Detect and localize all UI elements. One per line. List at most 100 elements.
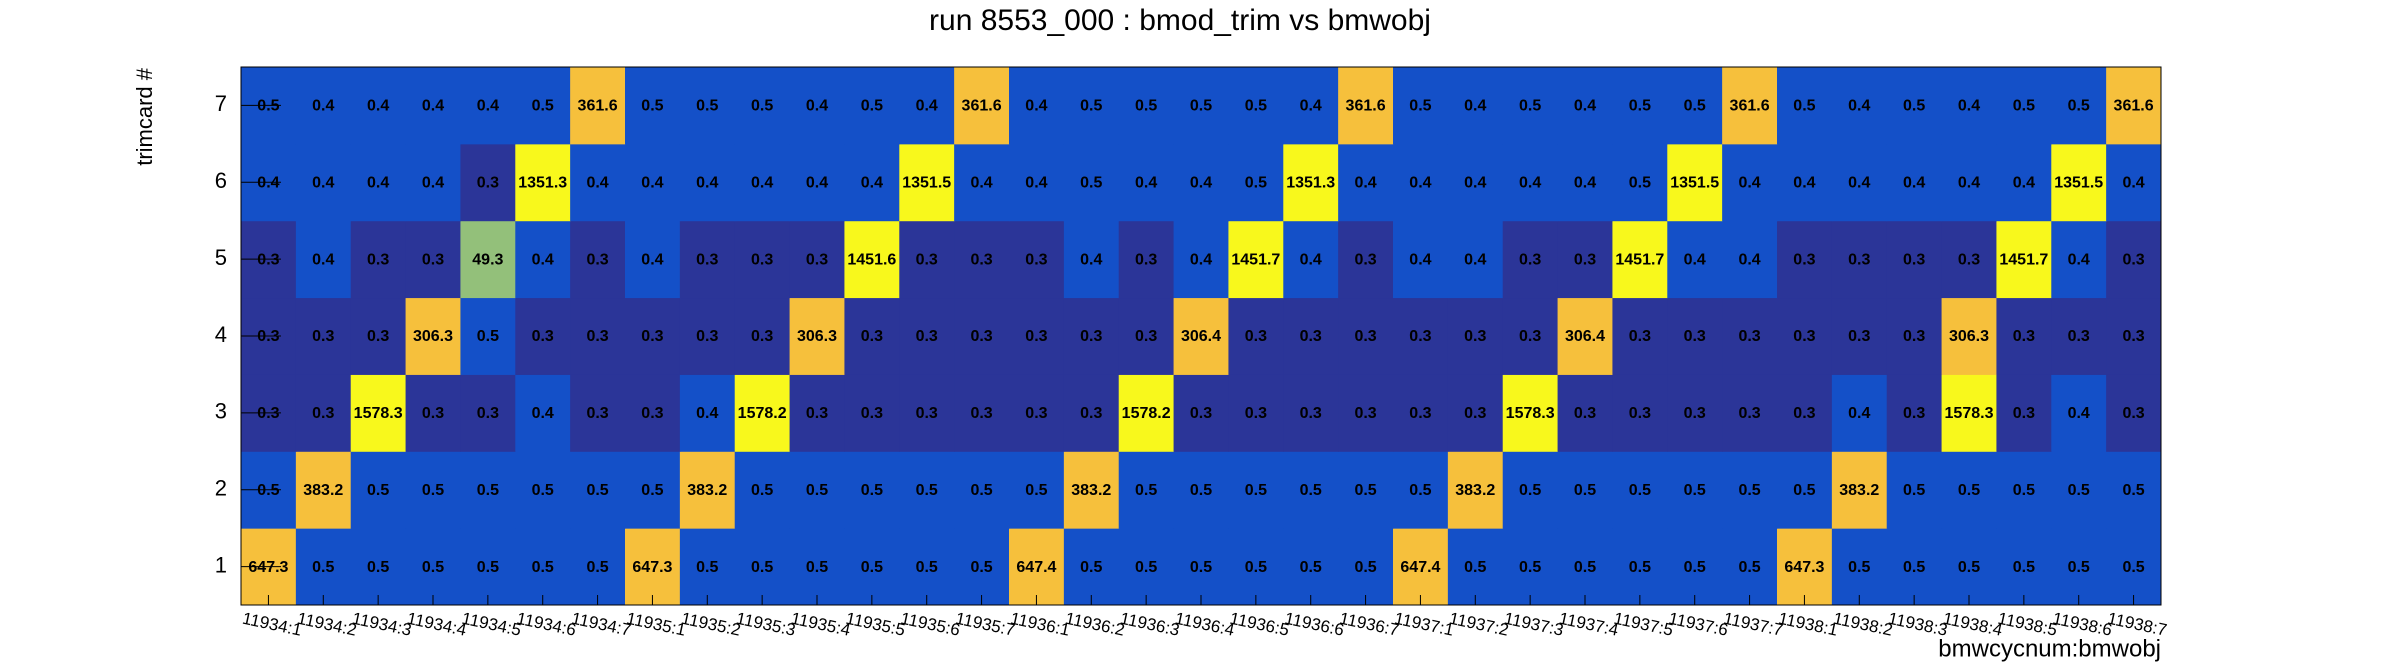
cell-label: 1451.6 [847,251,896,268]
cell-label: 0.5 [1245,559,1267,576]
heatmap-cell [1831,220,1888,299]
cell-label: 0.5 [1629,175,1651,192]
heatmap-cell [515,528,571,606]
heatmap-cell [1722,374,1778,452]
heatmap-cell [350,451,407,529]
cell-label: 0.3 [916,405,938,422]
x-tick-label: 11937:4 [1557,609,1620,640]
heatmap-cell [1283,67,1339,145]
heatmap-cell [625,143,681,222]
heatmap-cell [899,143,955,222]
cell-label: 0.3 [1245,328,1267,345]
y-tick-label: 4 [215,322,227,347]
cell-label: 0.5 [1519,559,1541,576]
heatmap-cell [460,374,516,452]
cell-label: 383.2 [303,482,343,499]
cell-label: 0.4 [2122,175,2144,192]
cell-label: 0.4 [1574,175,1596,192]
cell-label: 0.4 [1025,98,1047,115]
heatmap-cell [2106,67,2162,145]
cell-label: 0.5 [1135,482,1157,499]
cell-label: 0.4 [1738,251,1760,268]
heatmap-cell [405,67,461,145]
cell-label: 0.3 [1025,405,1047,422]
heatmap-cell [1063,297,1120,375]
cell-label: 0.4 [312,98,334,115]
heatmap-cell [789,143,845,222]
heatmap-cell [2106,220,2162,299]
cell-label: 0.5 [2013,98,2035,115]
cell-label: 0.4 [532,405,554,422]
cell-label: 1451.7 [1999,251,2048,268]
heatmap-cell [1777,451,1833,529]
x-tick-label: 11935:6 [899,609,962,640]
cell-label: 0.4 [1080,251,1102,268]
cell-label: 1351.5 [2054,175,2103,192]
heatmap-cell [1393,451,1449,529]
cell-label: 0.4 [861,175,883,192]
heatmap-cell [789,67,845,145]
cell-label: 0.5 [1738,559,1760,576]
heatmap-cell [405,374,461,452]
heatmap-cell [2051,220,2107,299]
heatmap-cell [625,220,681,299]
heatmap-cell [1667,143,1723,222]
heatmap-cell [1118,528,1175,606]
cell-label: 0.5 [1848,559,1870,576]
cell-label: 1451.7 [1231,251,1280,268]
x-tick-label: 11934:6 [515,609,578,640]
heatmap-cell [350,374,407,452]
cell-label: 0.3 [1903,328,1925,345]
x-tick-label: 11936:2 [1064,609,1127,640]
cell-label: 306.3 [1949,328,1989,345]
cell-label: 0.5 [1135,559,1157,576]
heatmap-cell [679,143,736,222]
cell-label: 0.5 [696,559,718,576]
cell-label: 0.3 [751,251,773,268]
cell-label: 0.5 [2013,559,2035,576]
cell-label: 0.3 [970,328,992,345]
cell-label: 0.5 [1190,559,1212,576]
cell-label: 0.5 [1464,559,1486,576]
cell-label: 0.3 [916,251,938,268]
cell-label: 0.3 [257,405,279,422]
cell-label: 0.3 [641,405,663,422]
y-tick-label: 3 [215,399,227,424]
cell-label: 0.3 [970,405,992,422]
x-tick-label: 11935:2 [680,609,743,640]
x-tick-label: 11935:5 [844,609,907,640]
heatmap-cell [1009,451,1065,529]
heatmap-cell [515,67,571,145]
heatmap-cell [460,143,516,222]
cell-label: 361.6 [2114,98,2154,115]
heatmap-cell [1886,374,1943,452]
heatmap-cell [2106,528,2162,606]
cell-label: 0.5 [970,482,992,499]
heatmap-cell [1283,451,1339,529]
heatmap-cell [2106,374,2162,452]
cell-label: 0.5 [2068,559,2090,576]
heatmap-cell [1173,451,1229,529]
cell-label: 0.5 [861,559,883,576]
cell-label: 0.5 [2068,98,2090,115]
cell-label: 0.3 [586,328,608,345]
heatmap-cell [1612,528,1668,606]
heatmap-cell [844,528,900,606]
cell-label: 0.5 [916,559,938,576]
heatmap-cell [625,297,681,375]
x-axis-label: bmwcycnum:bmwobj [1938,635,2161,662]
heatmap-cell [1502,143,1559,222]
cell-label: 0.3 [1793,405,1815,422]
heatmap-cell [1831,528,1888,606]
heatmap-cell [1886,451,1943,529]
heatmap-cell [1447,220,1504,299]
cell-label: 0.5 [1574,559,1596,576]
x-tick-label: 11936:1 [1009,609,1072,640]
heatmap-cell [1447,143,1504,222]
cell-label: 0.3 [970,251,992,268]
heatmap-cell [1338,451,1394,529]
x-tick-label: 11936:5 [1228,609,1291,640]
cell-label: 0.3 [1574,405,1596,422]
heatmap-cell [1283,220,1339,299]
cell-label: 0.5 [1958,482,1980,499]
